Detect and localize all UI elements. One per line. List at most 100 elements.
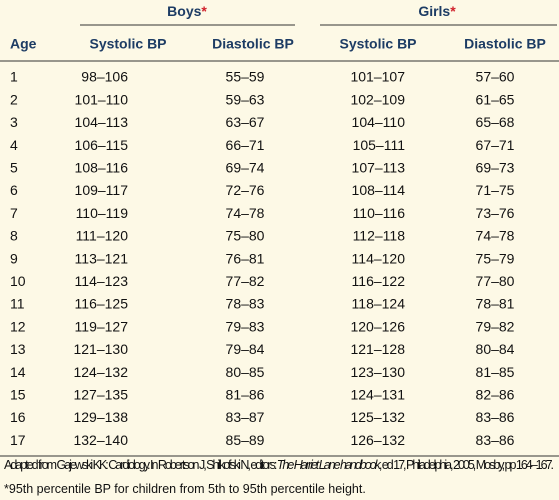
cell: 59–63 — [226, 91, 265, 107]
group-title: Boys* — [167, 3, 207, 19]
cell: 17 — [10, 432, 26, 448]
cell: 3 — [10, 114, 18, 130]
cell: 78–83 — [226, 296, 265, 312]
cell: 16 — [10, 409, 26, 425]
cell: 81–85 — [476, 364, 515, 380]
cell: 116–125 — [75, 296, 129, 312]
cell: 5 — [10, 160, 18, 176]
cell: 105–111 — [353, 137, 406, 153]
cell: 67–71 — [476, 137, 515, 153]
cell: 108–114 — [352, 182, 406, 198]
cell: 98–106 — [81, 69, 128, 85]
cell: 13 — [10, 341, 26, 357]
footnote: *95th percentile BP for children from 5t… — [4, 482, 366, 496]
cell: 71–75 — [476, 182, 515, 198]
cell: 123–130 — [350, 364, 405, 380]
cell: 107–113 — [352, 160, 406, 176]
cell: 83–86 — [476, 409, 515, 425]
cell: 132–140 — [73, 432, 128, 448]
cell: 101–110 — [75, 91, 129, 107]
cell: 7 — [10, 205, 18, 221]
cell: 119–127 — [75, 318, 129, 334]
cell: 77–80 — [476, 273, 515, 289]
cell: 85–89 — [226, 432, 265, 448]
cell: 11 — [10, 296, 25, 312]
cell: 4 — [10, 137, 18, 153]
cell: 69–74 — [226, 160, 265, 176]
cell: 69–73 — [476, 160, 515, 176]
group-label: Boys — [167, 3, 201, 19]
source-text: Adapted from Gajewski KK: Cardiology. In… — [4, 458, 279, 472]
cell: 101–107 — [350, 69, 405, 85]
cell: 1 — [10, 69, 18, 85]
column-header: Diastolic BP — [212, 36, 294, 52]
cell: 112–118 — [353, 228, 406, 244]
group-title: Girls* — [418, 3, 456, 19]
cell: 10 — [10, 273, 26, 289]
cell: 79–84 — [226, 341, 265, 357]
cell: 77–82 — [226, 273, 265, 289]
cell: 75–79 — [476, 250, 515, 266]
cell: 80–84 — [476, 341, 515, 357]
cell: 61–65 — [476, 91, 515, 107]
cell: 109–117 — [75, 182, 129, 198]
cell: 104–110 — [352, 114, 406, 130]
cell: 74–78 — [226, 205, 265, 221]
cell: 129–138 — [73, 409, 128, 425]
cell: 12 — [10, 318, 26, 334]
footnote-marker: * — [201, 3, 207, 19]
column-header: Age — [10, 36, 37, 52]
cell: 102–109 — [350, 91, 405, 107]
cell: 79–82 — [476, 318, 515, 334]
cell: 116–122 — [352, 273, 406, 289]
cell: 127–135 — [73, 387, 128, 403]
cell: 126–132 — [350, 432, 405, 448]
cell: 118–124 — [352, 296, 406, 312]
cell: 111–120 — [76, 228, 129, 244]
cell: 66–71 — [226, 137, 265, 153]
cell: 120–126 — [350, 318, 405, 334]
cell: 63–67 — [226, 114, 265, 130]
footnote-marker: * — [4, 482, 9, 496]
cell: 110–119 — [76, 205, 129, 221]
column-header: Systolic BP — [89, 36, 166, 52]
cell: 72–76 — [226, 182, 265, 198]
cell: 73–76 — [476, 205, 515, 221]
cell: 74–78 — [476, 228, 515, 244]
cell: 6 — [10, 182, 18, 198]
column-header: Diastolic BP — [464, 36, 546, 52]
cell: 2 — [10, 91, 18, 107]
source-title: The Harriet Lane handbook — [277, 458, 382, 472]
cell: 83–87 — [226, 409, 265, 425]
footnote-marker: * — [450, 3, 456, 19]
cell: 14 — [10, 364, 26, 380]
cell: 114–120 — [352, 250, 406, 266]
cell: 83–86 — [476, 432, 515, 448]
cell: 75–80 — [226, 228, 265, 244]
cell: 79–83 — [226, 318, 265, 334]
cell: 80–85 — [226, 364, 265, 380]
source-text: , ed 17, Philadelphia, 2005, Mosby, pp 1… — [379, 458, 554, 472]
cell: 76–81 — [226, 250, 265, 266]
cell: 124–131 — [350, 387, 405, 403]
group-label: Girls — [418, 3, 450, 19]
source-note: Adapted from Gajewski KK: Cardiology. In… — [4, 458, 554, 472]
cell: 125–132 — [350, 409, 405, 425]
cell: 106–115 — [75, 137, 129, 153]
cell: 82–86 — [476, 387, 515, 403]
cell: 8 — [10, 228, 18, 244]
cell: 78–81 — [476, 296, 515, 312]
cell: 113–121 — [75, 250, 129, 266]
cell: 104–113 — [75, 114, 129, 130]
footnote-text: 95th percentile BP for children from 5th… — [9, 482, 366, 496]
cell: 121–130 — [73, 341, 128, 357]
cell: 57–60 — [476, 69, 515, 85]
cell: 108–116 — [75, 160, 129, 176]
cell: 9 — [10, 250, 18, 266]
cell: 114–123 — [75, 273, 129, 289]
cell: 121–128 — [350, 341, 405, 357]
cell: 15 — [10, 387, 26, 403]
cell: 110–116 — [353, 205, 406, 221]
cell: 65–68 — [476, 114, 515, 130]
